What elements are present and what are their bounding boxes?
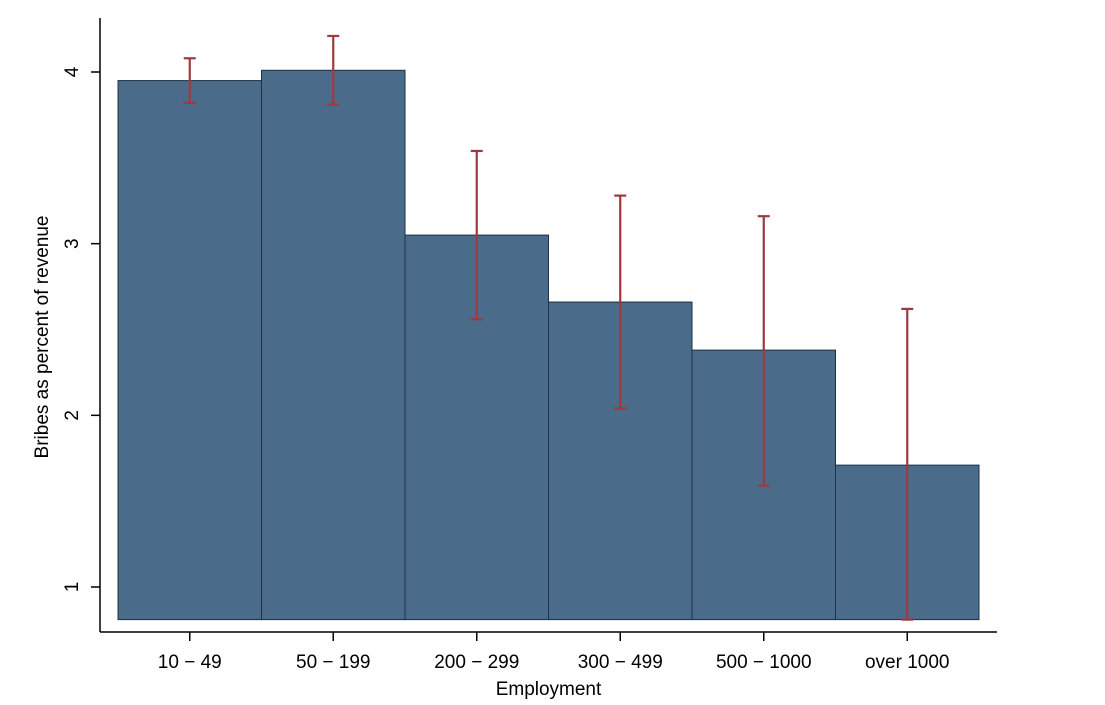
error-bar — [183, 57, 196, 105]
x-tick-label: 50 − 199 — [296, 652, 371, 673]
error-bar — [327, 34, 340, 106]
x-tick-label: over 1000 — [865, 652, 950, 673]
x-axis-ticks: 10 − 49 50 − 199 200 − 299 300 − 499 500 − 1… — [158, 632, 950, 673]
bar — [261, 69, 406, 621]
x-axis-title: Employment — [496, 679, 602, 700]
x-tick-label: 500 − 1000 — [716, 652, 812, 673]
error-bar — [757, 215, 770, 487]
x-tick-label: 200 − 299 — [434, 652, 519, 673]
y-tick-label: 2 — [62, 410, 83, 421]
error-bar — [614, 194, 627, 410]
x-tick-label: 10 − 49 — [158, 652, 222, 673]
error-bar — [901, 307, 914, 621]
bar — [117, 80, 262, 621]
y-axis-title: Bribes as percent of revenue — [32, 216, 53, 459]
y-tick-label: 4 — [62, 66, 83, 77]
y-axis-ticks: 1 2 3 4 — [62, 66, 100, 592]
error-bars — [183, 34, 914, 621]
y-tick-label: 3 — [62, 238, 83, 249]
bars — [117, 69, 980, 621]
y-tick-label: 1 — [62, 582, 83, 593]
x-tick-label: 300 − 499 — [578, 652, 663, 673]
error-bar — [470, 149, 483, 321]
